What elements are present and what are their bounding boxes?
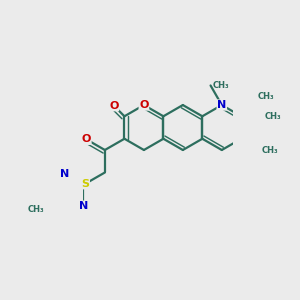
Text: CH₃: CH₃ xyxy=(258,92,274,100)
Text: CH₃: CH₃ xyxy=(261,146,278,154)
Text: O: O xyxy=(109,101,119,111)
Text: S: S xyxy=(81,179,89,189)
Text: O: O xyxy=(139,100,148,110)
Text: N: N xyxy=(217,100,226,110)
Text: CH₃: CH₃ xyxy=(212,81,229,90)
Text: CH₃: CH₃ xyxy=(265,112,281,121)
Text: N: N xyxy=(60,169,70,179)
Text: O: O xyxy=(82,134,91,144)
Text: N: N xyxy=(79,201,88,211)
Text: CH₃: CH₃ xyxy=(28,205,44,214)
